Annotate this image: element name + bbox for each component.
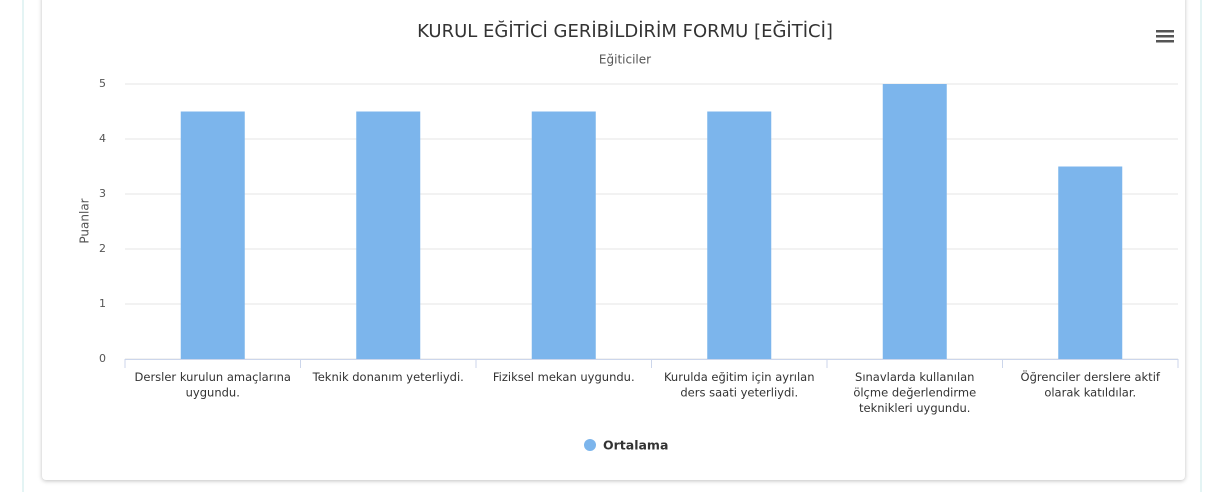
y-tick-label: 2 bbox=[99, 242, 106, 255]
chart-title: KURUL EĞİTİCİ GERİBİLDİRİM FORMU [EĞİTİC… bbox=[417, 20, 833, 42]
y-tick-label: 3 bbox=[99, 187, 106, 200]
label-line: olarak katıldılar. bbox=[1044, 385, 1136, 399]
bar bbox=[180, 111, 245, 359]
label-line: Teknik donanım yeterliydi. bbox=[312, 370, 464, 384]
legend-symbol bbox=[584, 439, 596, 451]
x-tick-label: Sınavlarda kullanılan ölçme değerlendirme… bbox=[853, 370, 976, 415]
label-line: ders saati yeterliydi. bbox=[680, 385, 798, 399]
label-line: Dersler kurulun amaçlarına bbox=[135, 370, 291, 384]
y-tick-label: 4 bbox=[99, 132, 106, 145]
y-tick-label: 0 bbox=[99, 352, 106, 365]
x-tick-label: Dersler kurulun amaçlarına uygundu. bbox=[135, 370, 291, 400]
menu-button[interactable] bbox=[1152, 28, 1176, 46]
bar bbox=[356, 111, 421, 359]
legend-label: Ortalama bbox=[603, 438, 668, 453]
bar bbox=[882, 84, 947, 359]
x-tick-label: Teknik donanım yeterliydi. bbox=[312, 370, 464, 384]
label-line: teknikleri uygundu. bbox=[859, 401, 970, 415]
y-tick-label: 1 bbox=[99, 297, 106, 310]
border bbox=[22, 0, 24, 492]
bar bbox=[1058, 166, 1123, 359]
label-line: Sınavlarda kullanılan bbox=[855, 370, 974, 384]
label-line: Fiziksel mekan uygundu. bbox=[493, 370, 635, 384]
y-tick-label: 5 bbox=[99, 77, 106, 90]
x-tick-label: Fiziksel mekan uygundu. bbox=[493, 370, 635, 384]
chart-subtitle: Eğiticiler bbox=[599, 53, 651, 67]
bar bbox=[707, 111, 772, 359]
label-line: Öğrenciler derslere aktif bbox=[1021, 368, 1161, 384]
label-line: Kurulda eğitim için ayrılan bbox=[664, 370, 815, 384]
y-axis-label: Puanlar bbox=[78, 198, 92, 243]
bar bbox=[531, 111, 596, 359]
label-line: ölçme değerlendirme bbox=[853, 385, 976, 399]
label-line: uygundu. bbox=[186, 385, 240, 399]
x-tick-label: Kurulda eğitim için ayrılan ders saati ye… bbox=[664, 370, 815, 400]
border bbox=[1200, 0, 1202, 492]
legend-item[interactable]: Ortalama bbox=[584, 438, 668, 453]
x-tick-label: Öğrenciler derslere aktif olarak katıldıl… bbox=[1021, 368, 1161, 400]
